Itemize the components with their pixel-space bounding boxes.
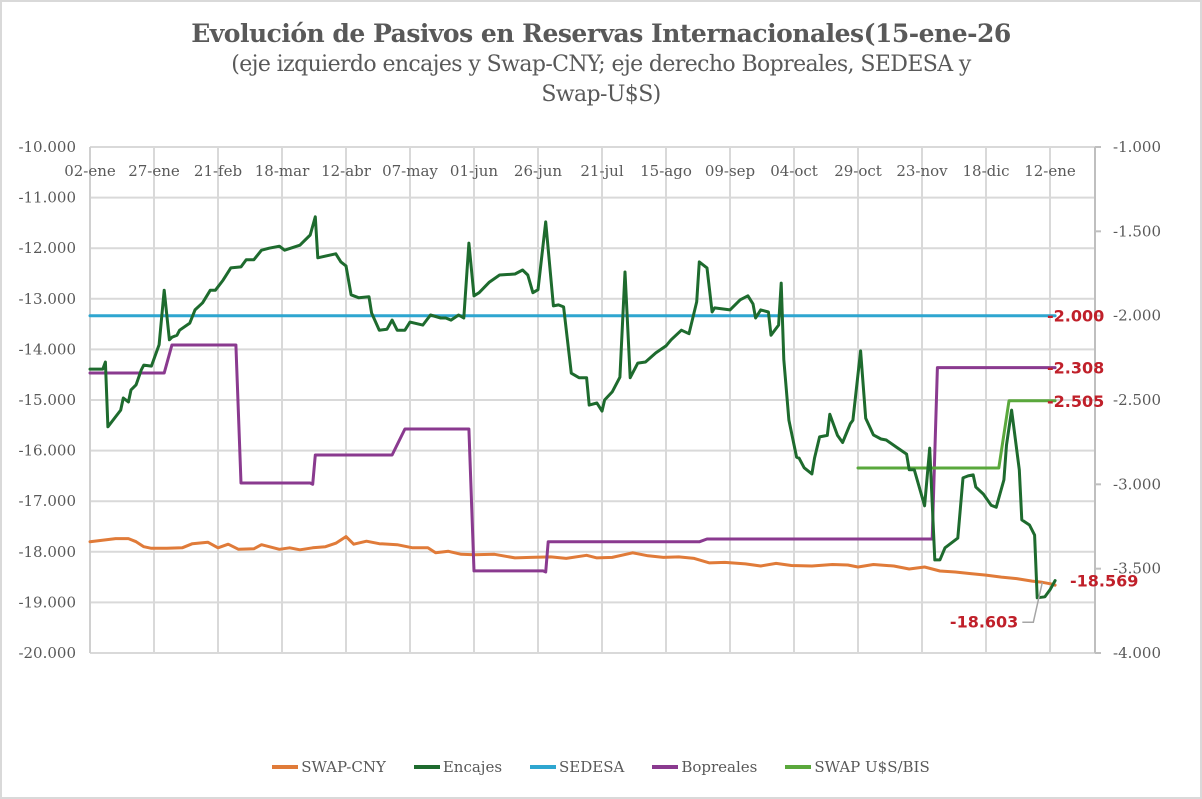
x-tick-label: 01-jun bbox=[450, 162, 498, 180]
series-lines bbox=[88, 215, 1057, 600]
legend-item: Bopreales bbox=[652, 758, 757, 776]
left-tick-label: -10.000 bbox=[18, 138, 76, 156]
left-tick-label: -14.000 bbox=[18, 340, 76, 358]
x-axis: 02-ene 27-ene 21-feb 18-mar 12-abr 07-may 01-j… bbox=[64, 162, 1076, 180]
right-axis: -1.000 -1.500 -2.000 -2.500 -3.000 -3.500 -4.0… bbox=[1095, 138, 1161, 662]
left-tick-label: -18.000 bbox=[18, 543, 76, 561]
legend-label: Bopreales bbox=[681, 758, 758, 776]
legend-swatch bbox=[413, 765, 440, 769]
data-label: -2.000 bbox=[1047, 307, 1104, 326]
x-tick-label: 27-ene bbox=[128, 162, 180, 180]
series-line-encajes bbox=[88, 215, 1057, 600]
right-tick-label: -2.500 bbox=[1113, 391, 1161, 409]
data-label: -18.603 bbox=[950, 612, 1018, 631]
x-tick-label: 09-sep bbox=[705, 162, 755, 180]
gridlines bbox=[89, 146, 1096, 654]
right-tick-label: -4.000 bbox=[1113, 644, 1161, 662]
legend-swatch bbox=[785, 765, 812, 769]
x-tick-label: 18-mar bbox=[255, 162, 310, 180]
chart-subtitle-line2: Swap-U$S) bbox=[541, 82, 661, 107]
x-tick-label: 15-ago bbox=[640, 162, 692, 180]
x-tick-label: 26-jun bbox=[514, 162, 562, 180]
left-tick-label: -15.000 bbox=[18, 391, 76, 409]
chart-title-block: Evolución de Pasivos en Reservas Interna… bbox=[0, 18, 1202, 110]
left-tick-label: -20.000 bbox=[18, 644, 76, 662]
chart-subtitle-line1: (eje izquierdo encajes y Swap-CNY; eje d… bbox=[231, 52, 971, 77]
legend-item: SWAP-CNY bbox=[272, 758, 386, 776]
legend-swatch bbox=[652, 765, 679, 769]
data-labels: -2.000 -2.308 -2.505 -18.569 -18.603 bbox=[950, 307, 1138, 632]
legend: SWAP-CNY Encajes SEDESA Bopreales SWAP U$S/B… bbox=[0, 758, 1202, 776]
right-tick-label: -2.000 bbox=[1113, 307, 1161, 325]
legend-label: SEDESA bbox=[559, 758, 625, 776]
leader-line bbox=[1022, 582, 1044, 624]
left-tick-label: -19.000 bbox=[18, 593, 76, 611]
legend-item: SEDESA bbox=[530, 758, 624, 776]
legend-item: SWAP U$S/BIS bbox=[785, 758, 930, 776]
left-tick-label: -12.000 bbox=[18, 239, 76, 257]
legend-swatch bbox=[530, 765, 557, 769]
x-tick-label: 29-oct bbox=[834, 162, 882, 180]
left-tick-label: -16.000 bbox=[18, 442, 76, 460]
x-tick-label: 02-ene bbox=[64, 162, 116, 180]
left-tick-label: -17.000 bbox=[18, 492, 76, 510]
legend-label: Encajes bbox=[442, 758, 503, 776]
series-line-bopreales bbox=[88, 343, 1057, 574]
right-tick-label: -1.500 bbox=[1113, 222, 1161, 240]
x-tick-label: 23-nov bbox=[896, 162, 948, 180]
x-tick-label: 18-dic bbox=[963, 162, 1010, 180]
right-tick-label: -3.000 bbox=[1113, 475, 1161, 493]
data-label: -2.308 bbox=[1047, 359, 1104, 378]
legend-item: Encajes bbox=[413, 758, 503, 776]
left-axis: -10.000 -11.000 -12.000 -13.000 -14.000 -15.0… bbox=[18, 138, 76, 662]
x-tick-label: 04-oct bbox=[770, 162, 818, 180]
chart-title: Evolución de Pasivos en Reservas Interna… bbox=[191, 19, 1011, 48]
legend-label: SWAP U$S/BIS bbox=[814, 758, 930, 776]
left-tick-label: -13.000 bbox=[18, 290, 76, 308]
legend-label: SWAP-CNY bbox=[301, 758, 386, 776]
right-tick-label: -3.500 bbox=[1113, 560, 1161, 578]
x-tick-label: 21-feb bbox=[194, 162, 242, 180]
series-line-swap-u-s-bis bbox=[856, 399, 1057, 470]
left-tick-label: -11.000 bbox=[18, 189, 76, 207]
x-tick-label: 21-jul bbox=[580, 162, 623, 180]
data-label: -18.569 bbox=[1070, 572, 1138, 591]
x-tick-label: 12-ene bbox=[1024, 162, 1076, 180]
legend-swatch bbox=[272, 765, 299, 769]
series-line-swap-cny bbox=[88, 535, 1057, 587]
x-tick-label: 07-may bbox=[382, 162, 438, 180]
right-tick-label: -1.000 bbox=[1113, 138, 1161, 156]
x-tick-label: 12-abr bbox=[321, 162, 372, 180]
data-label: -2.505 bbox=[1047, 392, 1104, 411]
